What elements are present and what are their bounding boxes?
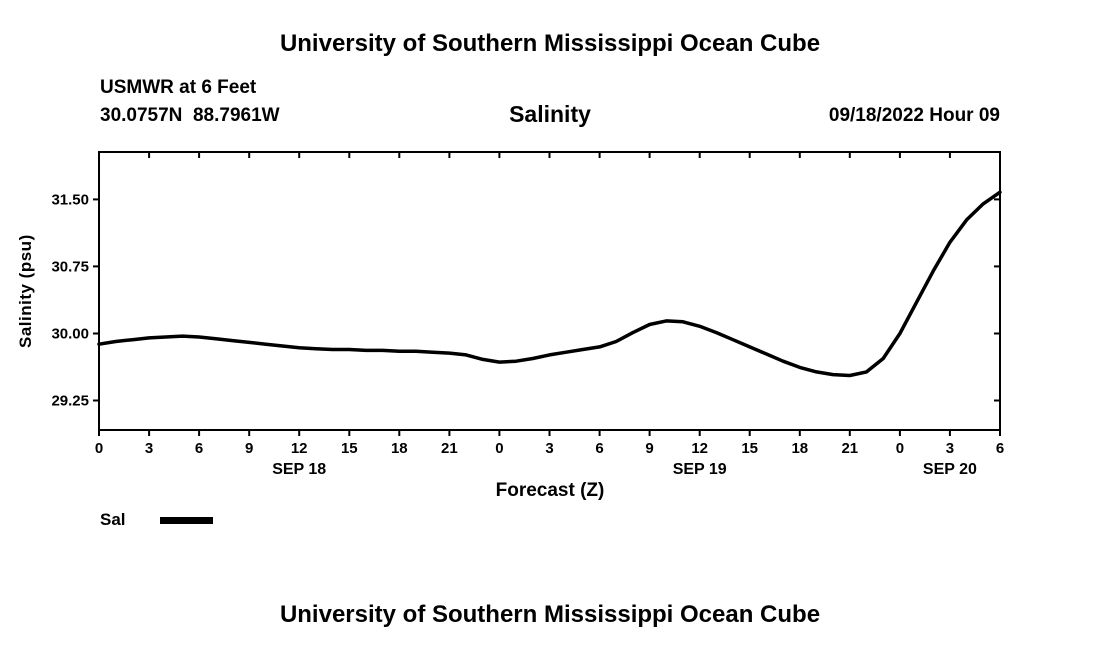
datetime-label: 09/18/2022 Hour 09	[828, 105, 1000, 126]
salinity-series-line	[97, 190, 1002, 378]
x-tick-label: 6	[996, 440, 1004, 457]
bottom-title: University of Southern Mississippi Ocean…	[279, 601, 821, 628]
x-date-label: SEP 18	[272, 461, 326, 478]
x-tick-label: 21	[441, 440, 458, 457]
x-date-label: SEP 20	[923, 461, 977, 478]
x-tick-label: 3	[545, 440, 553, 457]
x-tick-label: 15	[341, 440, 358, 457]
station-label: USMWR at 6 Feet	[100, 77, 257, 98]
x-tick-label: 3	[946, 440, 954, 457]
x-tick-label: 21	[841, 440, 858, 457]
legend-label: Sal	[100, 510, 126, 529]
x-tick-label: 0	[495, 440, 503, 457]
y-tick-label: 30.75	[51, 258, 89, 275]
y-tick-label: 29.25	[51, 393, 89, 410]
x-tick-label: 18	[391, 440, 408, 457]
salinity-line-chart: 0 3 6 9 12 15 18 21 0 3 6 9 12 15 18 21 0 3 6 29.25 30.00 30.…	[51, 151, 1004, 478]
x-tick-label: 12	[291, 440, 308, 457]
x-tick-label: 6	[195, 440, 203, 457]
x-tick-label: 12	[691, 440, 708, 457]
legend: Sal	[100, 509, 213, 531]
y-tick-label: 31.50	[51, 191, 89, 208]
y-tick-label: 30.00	[51, 326, 89, 343]
x-tick-label: 9	[645, 440, 653, 457]
x-tick-label: 0	[896, 440, 904, 457]
x-tick-label: 15	[741, 440, 758, 457]
plot-frame	[98, 151, 1001, 431]
x-tick-label: 18	[791, 440, 808, 457]
coordinates-label: 30.0757N 88.7961W	[100, 105, 280, 126]
chart-title: Salinity	[509, 101, 591, 127]
legend-line-swatch	[160, 516, 213, 524]
x-tick-label: 0	[95, 440, 103, 457]
x-tick-label: 3	[145, 440, 153, 457]
x-axis-label: Forecast (Z)	[495, 480, 605, 501]
x-date-label: SEP 19	[673, 461, 727, 478]
top-title: University of Southern Mississippi Ocean…	[279, 30, 821, 57]
x-tick-label: 9	[245, 440, 253, 457]
x-tick-label: 6	[595, 440, 603, 457]
